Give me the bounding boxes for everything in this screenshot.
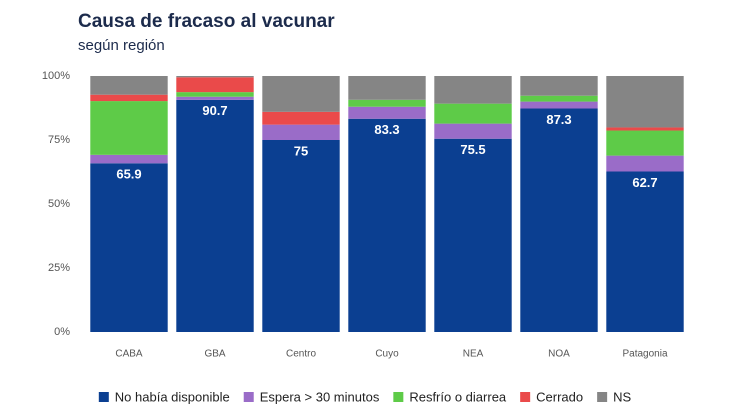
bar-segment — [434, 76, 512, 104]
x-tick-label: NOA — [548, 349, 570, 360]
bar-segment — [348, 118, 426, 332]
bar-segment — [606, 171, 684, 332]
bar-segment — [176, 99, 254, 332]
bar-segment — [176, 92, 254, 97]
x-tick-label: CABA — [115, 349, 143, 360]
bar-segment — [176, 76, 254, 78]
bar-segment — [434, 123, 512, 139]
legend-swatch — [597, 392, 608, 402]
legend-label: Cerrado — [536, 389, 583, 404]
x-tick-label: Centro — [286, 349, 316, 360]
x-tick-label: NEA — [463, 349, 484, 360]
bar-segment — [434, 103, 512, 124]
legend-label: Resfrío o diarrea — [409, 389, 507, 404]
legend-label: NS — [613, 389, 631, 404]
y-tick-label: 50% — [48, 198, 70, 210]
data-label: 83.3 — [374, 122, 399, 137]
bar-segment — [262, 76, 340, 112]
y-tick-label: 0% — [54, 326, 70, 338]
bar-segment — [348, 106, 426, 119]
bar-segment — [606, 127, 684, 131]
legend-swatch — [243, 392, 254, 402]
bar-segment — [520, 76, 598, 96]
legend-label: Espera > 30 minutos — [260, 389, 380, 404]
bar-segment — [606, 130, 684, 156]
bar-segment — [90, 94, 168, 102]
data-label: 62.7 — [632, 175, 657, 190]
data-label: 87.3 — [546, 112, 571, 127]
y-tick-label: 100% — [42, 70, 70, 82]
x-tick-label: GBA — [204, 349, 225, 360]
bar-segment — [262, 124, 340, 140]
bar-segment — [90, 101, 168, 155]
bar-segment — [606, 76, 684, 128]
data-label: 65.9 — [116, 167, 141, 182]
legend-swatch — [393, 392, 404, 402]
bar-segment — [90, 76, 168, 95]
bar-segment — [90, 163, 168, 332]
bar-segment — [176, 96, 254, 100]
bar-segment — [348, 99, 426, 107]
bar-segment — [262, 140, 340, 332]
legend-swatch — [98, 392, 109, 402]
legend-label: No había disponible — [115, 389, 230, 404]
bar-segment — [348, 76, 426, 100]
chart-subtitle: según región — [78, 37, 165, 54]
data-label: 90.7 — [202, 103, 227, 118]
x-tick-label: Patagonia — [622, 349, 667, 360]
chart-title: Causa de fracaso al vacunar — [78, 11, 335, 32]
legend-swatch — [520, 392, 531, 402]
bar-segment — [520, 101, 598, 109]
bar-segment — [520, 95, 598, 102]
bar-segment — [90, 154, 168, 164]
bar-segment — [262, 111, 340, 125]
bar-segment — [606, 155, 684, 172]
data-label: 75 — [294, 143, 308, 158]
bar-segment — [176, 77, 254, 93]
y-tick-label: 75% — [48, 134, 70, 146]
x-tick-label: Cuyo — [375, 349, 399, 360]
bar-segment — [520, 108, 598, 333]
data-label: 75.5 — [460, 142, 485, 157]
y-tick-label: 25% — [48, 262, 70, 274]
bar-segment — [434, 138, 512, 332]
